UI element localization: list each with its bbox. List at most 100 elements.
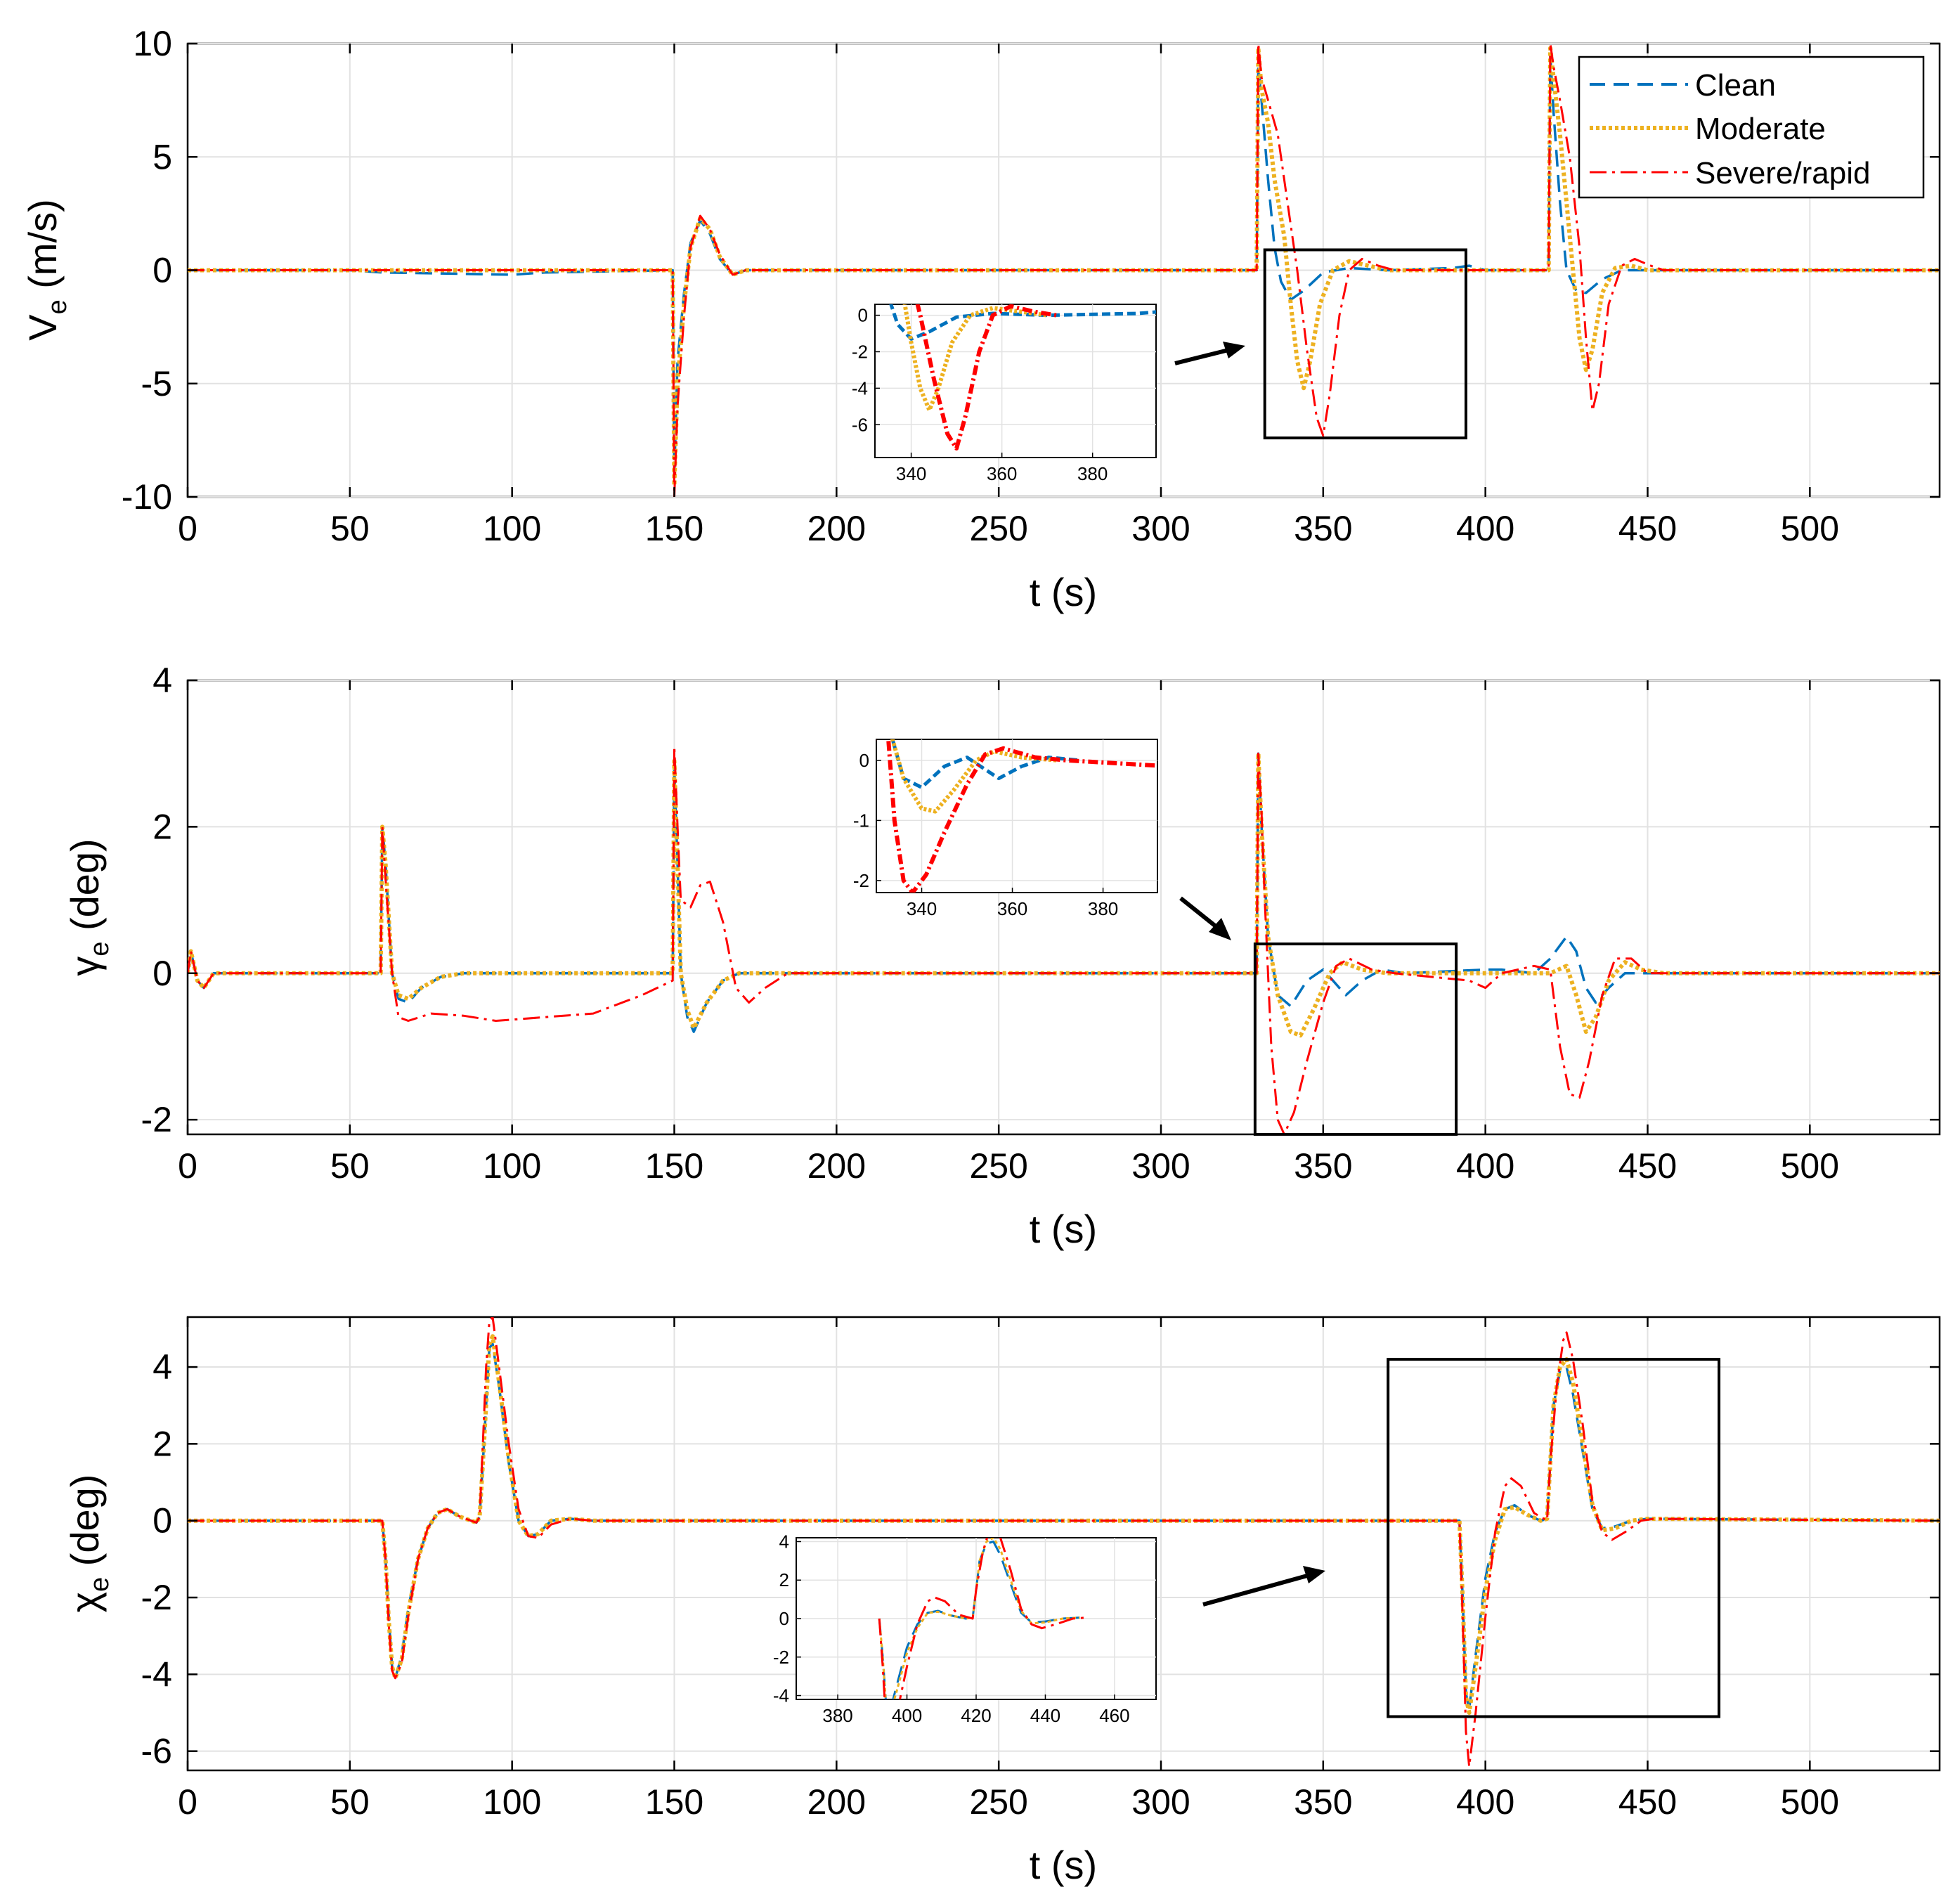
- x-tick-label: 150: [645, 1146, 703, 1186]
- y-tick-label: 2: [152, 807, 172, 846]
- inset-series-line-clean: [889, 304, 1156, 341]
- speed-error-inset-series: [889, 304, 1156, 451]
- y-tick-label: 0: [152, 954, 172, 993]
- inset-y-tick-label: -2: [853, 870, 869, 891]
- legend-clean-label: Clean: [1695, 68, 1776, 103]
- speed-error-zoom-box: [1263, 248, 1467, 440]
- inset-y-tick-label: 0: [858, 305, 868, 326]
- flight-path-angle-error-series: [188, 745, 1940, 1134]
- y-tick-label: 4: [152, 661, 172, 700]
- y-tick-label: -10: [122, 477, 172, 517]
- x-tick-label: 300: [1131, 1782, 1190, 1822]
- flight-path-angle-error-xlabel: t (s): [1030, 1207, 1097, 1251]
- inset-y-tick-label: -2: [852, 341, 868, 362]
- speed-error-ylabel-sub: e: [43, 299, 72, 314]
- flight-path-angle-error-inset-grid: [876, 739, 1157, 893]
- flight-path-angle-error-ylabel-unit: (deg): [63, 838, 107, 941]
- series-line-moderate: [188, 46, 1940, 488]
- inset-x-tick-label: 460: [1099, 1705, 1129, 1726]
- inset-x-tick-label: 380: [1088, 898, 1118, 919]
- x-tick-label: 450: [1618, 1782, 1677, 1822]
- course-angle-error-inset-series: [878, 1538, 1087, 1699]
- x-tick-label: 200: [807, 1146, 866, 1186]
- x-tick-label: 50: [330, 509, 370, 548]
- flight-path-angle-error-ylabel: γe (deg): [63, 838, 115, 976]
- x-tick-label: 400: [1456, 1146, 1514, 1186]
- flight-path-angle-error-inset: 340 360 380 -2 -1 0: [853, 739, 1158, 919]
- x-tick-label: 0: [178, 1782, 197, 1822]
- flight-path-angle-error-inset-series: [876, 739, 1157, 893]
- x-tick-label: 350: [1294, 1782, 1352, 1822]
- x-tick-label: 0: [178, 509, 197, 548]
- inset-series-line-clean: [878, 1541, 1080, 1699]
- series-line-severe-rapid: [188, 1317, 1940, 1768]
- inset-series-line-severe-rapid: [878, 1538, 1087, 1699]
- course-angle-error-ylabel-unit: (deg): [63, 1475, 107, 1577]
- inset-x-tick-label: 420: [961, 1705, 991, 1726]
- y-tick-label: -4: [141, 1654, 172, 1694]
- y-tick-label: 10: [133, 24, 172, 63]
- course-angle-error-xlabel: t (s): [1030, 1843, 1097, 1887]
- course-angle-error-series: [188, 1317, 1940, 1768]
- speed-error-ylabel: Ve (m/s): [20, 199, 72, 341]
- x-tick-label: 500: [1781, 1782, 1839, 1822]
- course-angle-error-arrow: [1202, 1566, 1325, 1607]
- x-tick-label: 150: [645, 1782, 703, 1822]
- flight-path-angle-error-ylabel-sub: e: [85, 942, 115, 957]
- speed-error-ticks: 0 50 100 150 200 250 300 350 400 450 500 -10 -5 0 5 10: [122, 24, 1940, 548]
- flight-path-angle-error-inset-ticks: 340 360 380 -2 -1 0: [853, 750, 1118, 919]
- x-tick-label: 350: [1294, 1146, 1352, 1186]
- flight-path-angle-error-ylabel-base: γ: [63, 957, 107, 976]
- course-angle-error-ylabel-base: χ: [63, 1592, 107, 1612]
- speed-error-xlabel: t (s): [1030, 570, 1097, 614]
- inset-y-tick-label: -1: [853, 810, 869, 831]
- x-tick-label: 200: [807, 1782, 866, 1822]
- course-angle-error-zoom-box: [1387, 1358, 1721, 1718]
- inset-x-tick-label: 400: [892, 1705, 922, 1726]
- course-angle-error-ticks: 0 50 100 150 200 250 300 350 400 450 500 -6 -4 -2 0 2 4: [141, 1317, 1940, 1822]
- inset-series-line-clean: [890, 739, 1081, 789]
- x-tick-label: 150: [645, 509, 703, 548]
- course-angle-error-ylabel: χe (deg): [63, 1475, 115, 1613]
- speed-error-inset: 340 360 380 -6 -4 -2 0: [852, 304, 1157, 484]
- y-tick-label: -5: [141, 364, 172, 403]
- y-tick-label: 0: [152, 251, 172, 290]
- inset-x-tick-label: 360: [997, 898, 1027, 919]
- x-tick-label: 500: [1781, 509, 1839, 548]
- x-tick-label: 450: [1618, 509, 1677, 548]
- series-line-severe-rapid: [188, 745, 1940, 1134]
- course-angle-error-ylabel-sub: e: [85, 1577, 115, 1592]
- inset-series-line-severe-rapid: [876, 739, 1157, 893]
- x-tick-label: 450: [1618, 1146, 1677, 1186]
- x-tick-label: 300: [1131, 509, 1190, 548]
- x-tick-label: 0: [178, 1146, 197, 1186]
- x-tick-label: 50: [330, 1146, 370, 1186]
- y-tick-label: 2: [152, 1424, 172, 1463]
- inset-y-tick-label: -2: [773, 1647, 789, 1668]
- inset-y-tick-label: 2: [779, 1569, 789, 1590]
- legend-severe-label: Severe/rapid: [1695, 156, 1870, 190]
- x-tick-label: 350: [1294, 509, 1352, 548]
- inset-y-tick-label: -4: [773, 1685, 789, 1706]
- x-tick-label: 500: [1781, 1146, 1839, 1186]
- inset-x-tick-label: 380: [822, 1705, 852, 1726]
- speed-error-ylabel-unit: (m/s): [20, 199, 65, 299]
- inset-x-tick-label: 380: [1077, 463, 1108, 484]
- x-tick-label: 100: [483, 1782, 541, 1822]
- y-tick-label: 0: [152, 1501, 172, 1541]
- course-angle-error-inset-ticks: 380 400 420 440 460 -4 -2 0 2 4: [773, 1531, 1130, 1726]
- course-angle-error-inset: 380 400 420 440 460 -4 -2 0 2 4: [773, 1531, 1157, 1726]
- series-line-moderate: [188, 751, 1940, 1038]
- speed-error-arrow: [1174, 342, 1245, 365]
- course-angle-error-panel: 0 50 100 150 200 250 300 350 400 450 500-6-4-2024 …: [63, 1316, 1941, 1887]
- x-tick-label: 400: [1456, 509, 1514, 548]
- flight-path-angle-error-zoom-box: [1253, 942, 1458, 1136]
- series-line-severe-rapid: [188, 44, 1940, 497]
- inset-x-tick-label: 340: [896, 463, 926, 484]
- x-tick-label: 400: [1456, 1782, 1514, 1822]
- inset-y-tick-label: 4: [779, 1531, 789, 1552]
- legend-moderate-label: Moderate: [1695, 112, 1826, 146]
- inset-x-tick-label: 340: [907, 898, 937, 919]
- x-tick-label: 200: [807, 509, 866, 548]
